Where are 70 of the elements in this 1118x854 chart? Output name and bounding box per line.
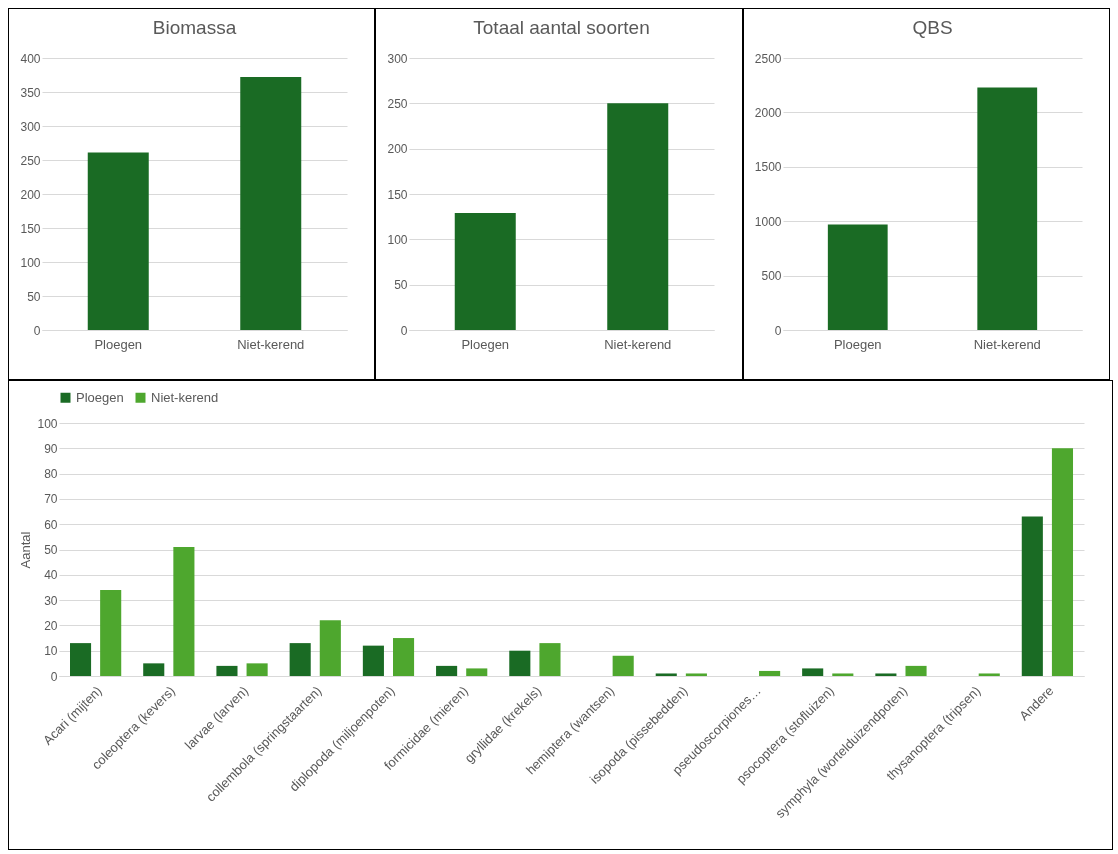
y-tick-label: 0 — [33, 323, 41, 338]
y-tick-label: 350 — [20, 85, 41, 100]
bar — [319, 620, 341, 676]
y-tick-label: 200 — [20, 187, 41, 202]
bar — [509, 650, 531, 676]
legend-label: Niet-kerend — [151, 389, 219, 405]
bar — [466, 668, 488, 676]
y-tick-label: 1500 — [754, 160, 782, 175]
y-tick-label: 0 — [774, 323, 782, 338]
y-tick-label: 1000 — [754, 214, 782, 229]
bar — [69, 643, 92, 676]
y-axis-title: Aantal — [18, 531, 34, 569]
y-tick-label: 40 — [44, 568, 58, 583]
bar — [1051, 448, 1074, 676]
y-tick-label: 150 — [20, 221, 41, 236]
chart-title: Totaal aantal soorten — [473, 17, 651, 38]
bar — [143, 663, 165, 676]
y-tick-label: 70 — [44, 492, 58, 507]
bar — [100, 589, 122, 676]
y-tick-label: 0 — [50, 669, 58, 684]
bar — [905, 665, 927, 676]
y-tick-label: 100 — [20, 255, 41, 270]
y-tick-label: 50 — [44, 543, 58, 557]
bar — [978, 673, 1000, 676]
y-tick-label: 300 — [387, 51, 409, 66]
bar — [832, 673, 854, 676]
y-tick-label: 150 — [387, 187, 409, 202]
bar — [289, 643, 311, 676]
y-tick-label: 2000 — [754, 105, 782, 120]
x-tick-label: Niet-kerend — [237, 336, 305, 352]
x-tick-label: Niet-kerend — [604, 336, 672, 352]
y-tick-label: 90 — [44, 441, 58, 456]
y-tick-label: 50 — [394, 278, 409, 293]
bar — [802, 668, 824, 676]
y-tick-label: 250 — [387, 96, 409, 111]
y-tick-label: 80 — [44, 467, 58, 482]
bar — [216, 665, 238, 676]
y-tick-label: 20 — [44, 618, 58, 633]
x-tick-label: Niet-kerend — [973, 336, 1041, 352]
legend-label: Ploegen — [76, 389, 124, 405]
bar — [436, 665, 458, 676]
y-tick-label: 30 — [44, 593, 58, 608]
y-tick-label: 250 — [20, 153, 41, 168]
bar — [655, 673, 677, 676]
bar — [685, 673, 707, 676]
bar — [875, 673, 897, 676]
y-tick-label: 0 — [401, 323, 409, 338]
y-tick-label: 10 — [44, 644, 58, 659]
y-tick-label: 100 — [387, 232, 409, 247]
bar — [246, 663, 268, 676]
x-tick-label: Ploegen — [461, 336, 510, 352]
y-tick-label: 500 — [761, 269, 782, 284]
y-tick-label: 100 — [37, 416, 58, 431]
bar — [1021, 516, 1043, 676]
bar — [539, 643, 561, 676]
chart-title: QBS — [912, 17, 953, 38]
y-tick-label: 200 — [387, 142, 409, 157]
bar — [612, 655, 634, 676]
bar — [173, 546, 195, 676]
y-tick-label: 2500 — [754, 51, 782, 66]
y-tick-label: 50 — [27, 289, 41, 304]
y-tick-label: 60 — [44, 517, 58, 532]
y-tick-label: 300 — [20, 119, 41, 134]
bar — [759, 670, 781, 676]
x-tick-label: Ploegen — [833, 336, 882, 352]
bar — [362, 645, 384, 676]
bar — [392, 638, 415, 676]
y-tick-label: 400 — [20, 51, 41, 66]
x-tick-label: Ploegen — [94, 336, 143, 352]
chart-title: Biomassa — [152, 17, 237, 38]
